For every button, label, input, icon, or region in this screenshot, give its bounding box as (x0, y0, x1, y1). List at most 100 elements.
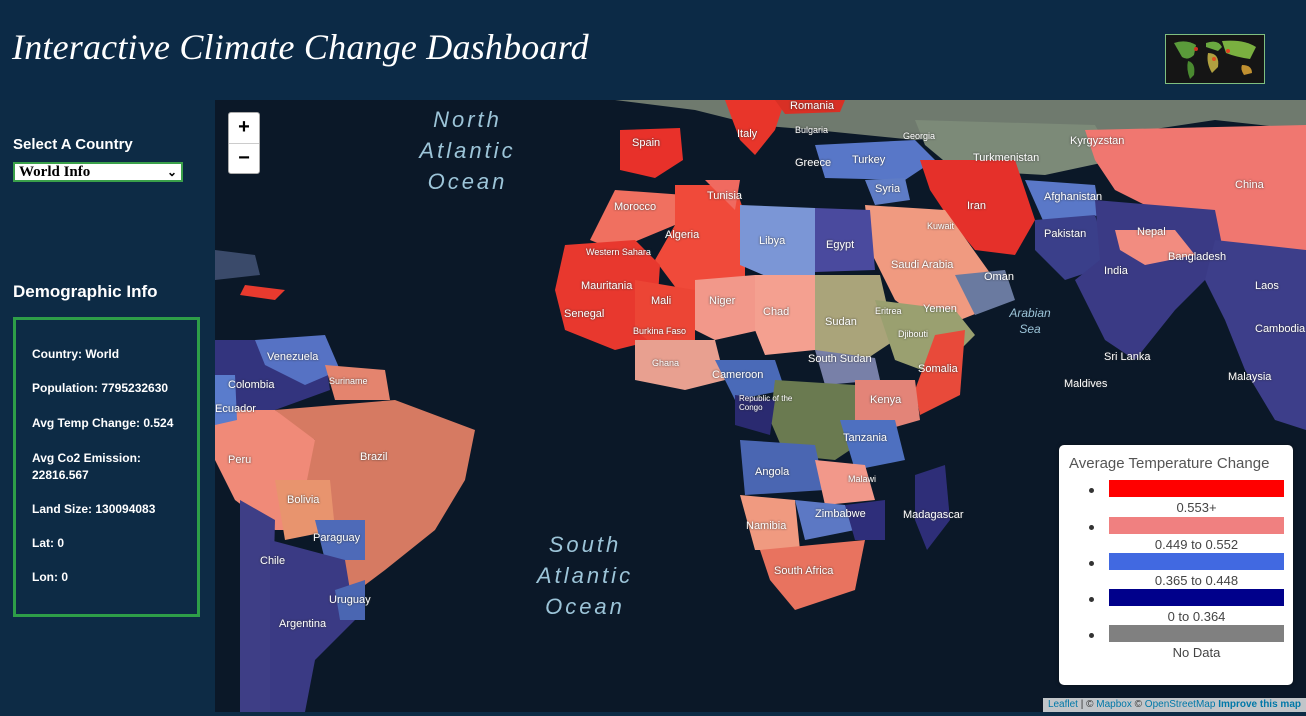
country-angola[interactable] (740, 440, 825, 495)
country-label: Morocco (614, 201, 657, 213)
country-italy[interactable] (725, 100, 785, 155)
country-iran[interactable] (920, 160, 1035, 255)
country-label: Turkmenistan (973, 152, 1040, 164)
attribution-separator: | © (1077, 699, 1097, 710)
chevron-down-icon: ⌄ (166, 165, 177, 179)
country-paraguay[interactable] (315, 520, 365, 560)
country-label: Romania (790, 100, 835, 112)
country-label: Greece (795, 157, 832, 169)
openstreetmap-link[interactable]: OpenStreetMap (1144, 699, 1216, 710)
mapbox-link[interactable]: Mapbox (1096, 699, 1132, 710)
country-mali[interactable] (635, 280, 695, 350)
country-uruguay[interactable] (335, 580, 365, 620)
country-saudi-arabia[interactable] (865, 205, 995, 330)
country-label: China (1235, 179, 1264, 191)
population-info: Population: 7795232630 (32, 381, 169, 395)
legend-swatch (1109, 517, 1284, 534)
legend-item: 0 to 0.364 (1089, 589, 1289, 625)
country-label: Cambodia (1255, 323, 1306, 335)
country-select-value: World Info (19, 164, 91, 180)
country-cameroon[interactable] (715, 360, 785, 400)
demographic-title: Demographic Info (13, 282, 158, 301)
bullet-icon (1089, 488, 1094, 493)
country-select[interactable]: World Info ⌄ (13, 162, 183, 182)
country-chile[interactable] (240, 500, 275, 712)
country-label: Paraguay (313, 532, 361, 544)
country-label: Kenya (870, 394, 902, 406)
country-label: Senegal (564, 308, 605, 320)
country-madagascar[interactable] (915, 465, 950, 550)
bullet-icon (1089, 597, 1094, 602)
country-label: Djibouti (898, 329, 929, 339)
country-south-africa[interactable] (760, 540, 865, 610)
country-egypt[interactable] (815, 208, 875, 272)
country-label: India (1104, 265, 1128, 277)
map-canvas[interactable] (215, 100, 1306, 712)
select-country-label: Select A Country (13, 136, 133, 153)
country-label: Cameroon (712, 369, 764, 381)
country-china[interactable] (1085, 125, 1306, 260)
country-label: Iran (967, 200, 986, 212)
legend-label: 0 to 0.364 (1167, 609, 1226, 624)
country-namibia[interactable] (740, 495, 800, 550)
country-india[interactable] (1075, 200, 1225, 360)
legend-item: 0.365 to 0.448 (1089, 553, 1289, 589)
country-label: Saudi Arabia (891, 259, 954, 271)
ocean-label-north-atlantic: North Atlantic Ocean (419, 107, 516, 194)
country-label: Chad (763, 306, 790, 318)
country-label: Italy (737, 128, 758, 140)
country-label: Algeria (665, 229, 700, 241)
country-turkey[interactable] (815, 140, 935, 180)
zoom-out-button[interactable]: − (238, 147, 250, 169)
country-label: Zimbabwe (815, 508, 866, 520)
country-niger[interactable] (695, 275, 760, 340)
legend-label: No Data (1172, 645, 1221, 660)
zoom-in-button[interactable]: + (229, 113, 259, 144)
improve-map-link[interactable]: Improve this map (1218, 699, 1301, 710)
country-label: Brazil (360, 451, 388, 463)
legend-item: 0.449 to 0.552 (1089, 517, 1289, 553)
country-label: Egypt (826, 239, 855, 251)
country-chad[interactable] (755, 275, 815, 355)
legend-swatch (1109, 625, 1284, 642)
country-somalia[interactable] (915, 330, 965, 415)
sidebar: Select A Country World Info ⌄ Demographi… (0, 100, 214, 716)
bullet-icon (1089, 633, 1094, 638)
country-label: Eritrea (875, 306, 902, 316)
country-sudan[interactable] (815, 275, 895, 360)
country-label: Burkina Faso (633, 326, 687, 336)
country-label: South Africa (774, 565, 834, 577)
country-libya[interactable] (740, 205, 815, 280)
country-spain[interactable] (620, 128, 683, 178)
bullet-icon (1089, 525, 1094, 530)
land-size-info: Land Size: 130094083 (32, 502, 156, 516)
page-title: Interactive Climate Change Dashboard (12, 27, 589, 67)
country-label: Bolivia (287, 494, 320, 506)
country-label: Kyrgyzstan (1070, 135, 1125, 147)
country-label: Libya (759, 235, 786, 247)
country-argentina[interactable] (270, 540, 355, 712)
country-venezuela[interactable] (255, 335, 340, 385)
country-mauritania[interactable] (555, 240, 660, 350)
choropleth-map[interactable]: North Atlantic Ocean South Atlantic Ocea… (215, 100, 1306, 712)
country-label: Spain (632, 137, 661, 149)
country-label: Georgia (903, 131, 936, 141)
lat-info: Lat: 0 (32, 536, 65, 550)
country-label: Kuwait (927, 221, 955, 231)
country-kenya[interactable] (855, 380, 920, 430)
country-label: Argentina (279, 618, 327, 630)
co2-info: Avg Co2 Emission: 22816.567 (32, 451, 141, 482)
country-label: Namibia (746, 520, 787, 532)
country-label: Chile (260, 555, 286, 567)
country-label: Bulgaria (795, 125, 829, 135)
leaflet-link[interactable]: Leaflet (1047, 699, 1078, 710)
country-label: Tanzania (843, 432, 888, 444)
country-label: Madagascar (903, 509, 964, 521)
country-label: Oman (984, 271, 1014, 283)
legend-item: 0.553+ (1089, 480, 1289, 516)
country-label: Ecuador (215, 403, 256, 415)
country-zimbabwe[interactable] (845, 500, 885, 540)
country-tanzania[interactable] (840, 420, 905, 470)
country-label: Angola (755, 466, 790, 478)
country-label: Mali (651, 295, 672, 307)
